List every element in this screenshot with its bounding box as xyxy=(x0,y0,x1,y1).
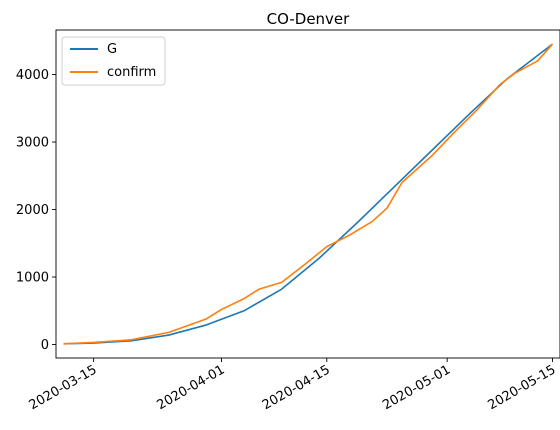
y-tick-label: 0 xyxy=(41,338,49,353)
y-tick-label: 3000 xyxy=(16,136,49,151)
series-line-confirm xyxy=(63,43,554,345)
x-axis: 2020-03-15 2020-04-01 2020-04-15 2020-05-01… xyxy=(27,358,559,413)
legend-label-g: G xyxy=(107,42,117,57)
legend: G confirm xyxy=(61,36,166,86)
x-tick-label: 2020-04-01 xyxy=(155,362,228,413)
legend-label-confirm: confirm xyxy=(107,65,156,80)
y-tick-label: 4000 xyxy=(16,68,49,83)
x-tick-label: 2020-05-15 xyxy=(486,362,559,413)
x-tick-label: 2020-05-01 xyxy=(380,362,453,413)
plot-frame xyxy=(55,29,560,359)
y-axis: 0 1000 2000 3000 4000 xyxy=(16,68,56,353)
x-tick-label: 2020-03-15 xyxy=(27,362,100,413)
x-tick-label: 2020-04-15 xyxy=(260,362,333,413)
y-tick-label: 2000 xyxy=(16,203,49,218)
series-layer xyxy=(63,43,554,345)
chart-title: CO-Denver xyxy=(267,10,351,28)
series-line-g xyxy=(63,43,553,345)
y-tick-label: 1000 xyxy=(16,271,49,286)
